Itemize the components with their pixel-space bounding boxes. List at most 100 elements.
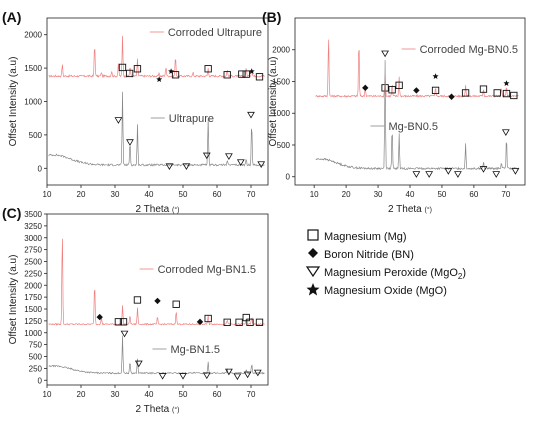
- y-tick-label: 1000: [272, 109, 290, 118]
- y-tick-label: 1000: [24, 329, 42, 338]
- y-tick-label: 2500: [24, 258, 42, 267]
- triangle-peak-marker: [165, 163, 174, 170]
- square-peak-marker: [431, 86, 440, 95]
- y-tick-label: 2750: [24, 246, 42, 255]
- panel-label: (C): [2, 205, 21, 221]
- square-peak-marker: [171, 71, 180, 79]
- x-tick-label: 50: [179, 190, 188, 199]
- triangle-peak-marker: [381, 50, 389, 58]
- square-peak-marker: [204, 65, 212, 73]
- x-tick-label: 50: [437, 190, 446, 199]
- legend-item-magnesium: Magnesium (Mg): [307, 229, 407, 243]
- y-tick-label: 1500: [272, 77, 290, 86]
- triangle-peak-marker: [114, 117, 123, 124]
- chart-panel-3: 10 20 30 40 50 60 70 0 250 500 750 1000 1250 1500 1750…: [2, 205, 269, 415]
- triangle-peak-marker: [247, 111, 255, 119]
- triangle-peak-marker: [501, 129, 510, 136]
- diamond-peak-marker: [154, 297, 161, 305]
- y-tick-label: 0: [286, 173, 291, 182]
- x-tick-label: 60: [213, 390, 222, 399]
- triangle-peak-marker: [492, 171, 501, 178]
- legend-label-magnesium-peroxide: Magnesium Peroxide (MgO2): [324, 267, 466, 281]
- triangle-peak-marker: [454, 171, 462, 178]
- series-label-bottom: Mg-BN1.5: [170, 344, 220, 356]
- triangle-peak-marker: [479, 166, 488, 173]
- y-tick-label: 2000: [272, 46, 290, 55]
- triangle-peak-marker: [243, 371, 252, 379]
- diamond-peak-marker: [448, 93, 455, 100]
- series-label-bottom: Ultrapure: [169, 113, 214, 125]
- panel-label: (A): [2, 9, 21, 25]
- square-peak-marker: [502, 89, 511, 98]
- series-line-top: [48, 35, 265, 79]
- square-marker-icon: [307, 229, 319, 241]
- triangle-peak-marker: [444, 168, 453, 175]
- x-tick-label: 70: [247, 190, 256, 199]
- square-peak-marker: [133, 65, 142, 73]
- legend-label-magnesium: Magnesium (Mg): [324, 231, 407, 243]
- y-tick-label: 250: [29, 364, 43, 373]
- square-peak-marker: [242, 313, 250, 322]
- star-peak-marker: [156, 76, 163, 82]
- square-peak-marker: [255, 73, 264, 81]
- plot-frame: [46, 213, 269, 386]
- y-tick-label: 0: [38, 164, 43, 173]
- square-peak-marker: [204, 314, 212, 323]
- square-peak-marker: [479, 85, 488, 93]
- square-peak-marker: [114, 318, 123, 326]
- square-peak-marker: [242, 70, 250, 78]
- x-tick-label: 30: [374, 190, 383, 199]
- x-tick-label: 30: [111, 190, 120, 199]
- square-peak-marker: [395, 81, 403, 89]
- series-label-top: Corroded Mg-BN0.5: [420, 44, 518, 56]
- diamond-peak-marker: [362, 84, 369, 92]
- y-axis-label: Offset Intensity (a.u): [268, 57, 279, 147]
- chart-panel-1: 10 20 30 40 50 60 70 0 500 1000 1500 2000 2 Theta (°…: [2, 9, 269, 215]
- series-label-top: Corroded Ultrapure: [168, 27, 262, 39]
- y-tick-label: 1000: [24, 98, 42, 107]
- x-tick-label: 70: [501, 190, 510, 199]
- square-peak-marker: [118, 63, 127, 72]
- legend-item-boron-nitride: Boron Nitride (BN): [308, 248, 414, 261]
- x-tick-label: 10: [43, 190, 52, 199]
- triangle-peak-marker: [412, 171, 421, 178]
- x-tick-label: 30: [111, 390, 120, 399]
- y-tick-label: 1750: [24, 293, 42, 302]
- y-tick-label: 1250: [24, 317, 42, 326]
- y-tick-label: 2000: [24, 31, 42, 40]
- square-peak-marker: [493, 89, 501, 97]
- triangle-peak-marker: [511, 168, 520, 175]
- series-label-bottom: Mg-BN0.5: [388, 121, 438, 133]
- square-peak-marker: [461, 89, 470, 97]
- triangle-peak-marker: [225, 368, 233, 376]
- star-marker-icon: [306, 283, 320, 296]
- square-peak-marker: [223, 71, 231, 79]
- triangle-peak-marker: [253, 369, 262, 377]
- triangle-peak-marker: [236, 159, 245, 166]
- x-tick-label: 60: [213, 190, 222, 199]
- diamond-peak-marker: [196, 318, 204, 326]
- square-peak-marker: [133, 296, 142, 304]
- y-tick-label: 2250: [24, 269, 42, 278]
- x-axis-label: 2 Theta (°): [136, 204, 180, 215]
- x-tick-label: 60: [469, 190, 478, 199]
- series-line-top: [48, 238, 265, 326]
- y-tick-label: 3000: [24, 234, 42, 243]
- legend-label-magnesium-oxide: Magnesium Oxide (MgO): [324, 285, 447, 297]
- star-peak-marker: [248, 68, 255, 74]
- star-peak-marker: [432, 73, 439, 79]
- legend: Magnesium (Mg) Boron Nitride (BN) Magnes…: [305, 229, 466, 297]
- triangle-peak-marker: [425, 171, 434, 178]
- triangle-peak-marker: [225, 153, 233, 160]
- triangle-peak-marker: [120, 330, 129, 338]
- y-axis-label: Offset Intensity (a.u): [8, 57, 19, 147]
- x-tick-label: 20: [77, 190, 86, 199]
- diamond-peak-marker: [413, 87, 420, 94]
- triangle-peak-marker: [158, 373, 167, 380]
- diamond-marker-icon: [308, 248, 318, 258]
- star-peak-marker: [503, 80, 510, 86]
- diamond-peak-marker: [96, 313, 103, 321]
- square-peak-marker: [246, 318, 254, 326]
- x-tick-label: 10: [310, 190, 319, 199]
